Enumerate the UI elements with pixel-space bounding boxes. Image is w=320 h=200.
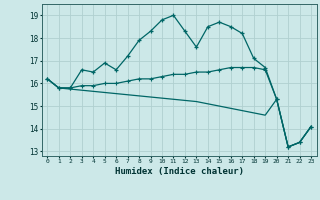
X-axis label: Humidex (Indice chaleur): Humidex (Indice chaleur) (115, 167, 244, 176)
